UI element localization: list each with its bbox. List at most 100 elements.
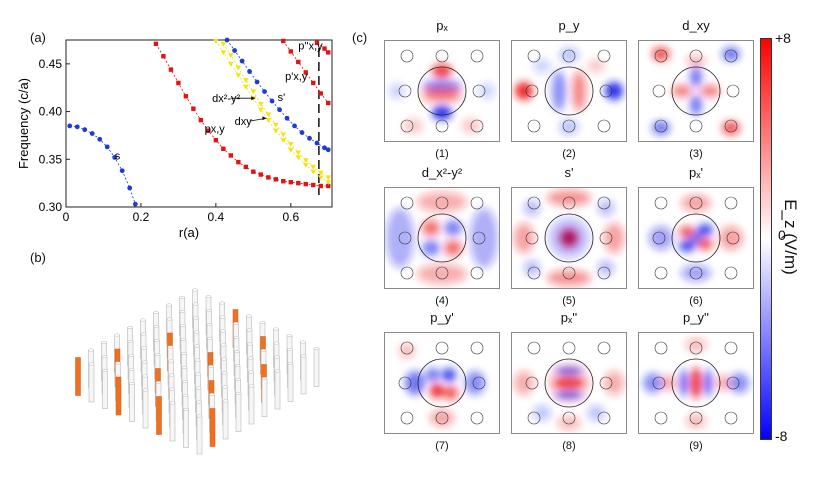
rod-top	[274, 369, 281, 373]
field-lobe	[649, 226, 673, 250]
data-point	[280, 132, 287, 138]
rod-top	[195, 386, 202, 390]
panel-label-a: (a)	[30, 30, 46, 45]
field-lobe	[470, 208, 498, 268]
data-point	[288, 179, 293, 185]
rod-top	[246, 328, 253, 332]
data-point	[326, 183, 331, 189]
rod-top	[233, 322, 239, 325]
defect-rod-outline	[417, 213, 467, 263]
rod-top	[88, 348, 94, 352]
data-point	[310, 169, 317, 175]
data-point	[325, 147, 331, 153]
rod-outline	[562, 119, 576, 133]
rod-top	[233, 336, 240, 339]
field-map-title: p_y''	[683, 310, 709, 325]
rod-outline	[726, 84, 740, 98]
rod-outline	[527, 119, 541, 133]
rod-outline	[398, 84, 412, 98]
data-point	[258, 107, 264, 113]
rod-outline	[472, 231, 486, 245]
rod-outline	[689, 196, 703, 210]
x-tick-label: 0.4	[208, 210, 225, 224]
rod-outline	[472, 376, 486, 390]
rod-outline	[400, 266, 414, 280]
series-line	[155, 43, 329, 187]
field-map-tile	[511, 332, 627, 434]
rod-top	[234, 350, 240, 353]
field-map-title: s'	[564, 165, 574, 180]
data-point	[176, 80, 181, 86]
colorbar-mid-label: 0	[778, 227, 786, 243]
colorbar-axis-label: E_z (V/m)	[781, 199, 800, 275]
data-point	[127, 185, 133, 191]
data-point	[326, 100, 331, 106]
band-annotation: s'	[278, 92, 286, 104]
rod-outline	[724, 119, 738, 133]
data-point	[317, 175, 324, 181]
field-lobe	[426, 368, 440, 382]
field-lobe	[422, 240, 440, 256]
rod-top	[169, 387, 175, 391]
data-point	[228, 61, 234, 67]
rod-outline	[654, 411, 668, 425]
data-point	[265, 112, 272, 118]
field-lobe	[417, 264, 467, 284]
data-point	[296, 59, 301, 65]
data-point	[307, 135, 312, 141]
rod-outline	[654, 49, 668, 63]
rod-outline	[400, 196, 414, 210]
field-lobe	[686, 338, 706, 352]
data-point	[318, 91, 323, 96]
rod-outline	[435, 119, 449, 133]
rod-top	[166, 317, 173, 321]
rod-top	[167, 345, 174, 349]
rod-top	[141, 360, 148, 364]
field-lobe	[680, 369, 688, 397]
data-point	[288, 49, 293, 54]
data-point	[311, 80, 316, 86]
data-point	[254, 79, 260, 85]
field-lobe	[432, 64, 452, 78]
data-point	[303, 181, 308, 187]
field-map-title: pₓ	[436, 18, 448, 33]
field-lobe	[700, 85, 720, 97]
rod-top	[101, 355, 108, 358]
field-map-index: (6)	[689, 295, 703, 307]
data-point	[112, 154, 118, 160]
rod-outline	[689, 49, 703, 63]
rod-outline	[527, 196, 541, 210]
data-point	[183, 94, 189, 99]
x-tick-label: 0	[63, 210, 70, 224]
dielectric-rod	[235, 393, 242, 432]
data-point	[322, 46, 327, 51]
rod-top	[194, 344, 200, 348]
dielectric-rod	[313, 348, 320, 387]
field-lobe	[587, 59, 605, 73]
field-lobe	[672, 85, 692, 97]
rod-top	[300, 340, 306, 344]
data-point	[104, 144, 110, 150]
data-point	[273, 177, 279, 182]
dielectric-rod	[88, 363, 95, 403]
defect-rod-outline	[417, 358, 467, 408]
field-lobe	[686, 55, 706, 67]
data-point	[97, 136, 103, 142]
rod-top	[208, 365, 214, 368]
band-annotation: dxy	[235, 116, 253, 128]
field-lobe	[389, 83, 405, 99]
data-point	[243, 164, 249, 170]
rod-top	[179, 296, 185, 299]
rod-top	[127, 340, 134, 343]
field-map-tile	[638, 187, 754, 289]
data-point	[317, 170, 324, 176]
defect-rod-outline	[671, 213, 721, 263]
plot-frame	[65, 39, 333, 208]
annotation-arrow-head	[262, 116, 267, 121]
rod-top	[234, 364, 241, 367]
rod-outline	[652, 231, 666, 245]
data-point	[251, 169, 256, 174]
rod-outline	[724, 196, 738, 210]
dielectric-rod	[222, 400, 229, 440]
rod-outline	[724, 266, 738, 280]
